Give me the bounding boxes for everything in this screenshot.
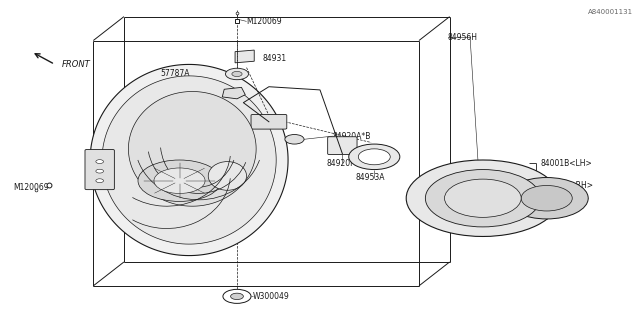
Circle shape: [505, 178, 588, 219]
Circle shape: [521, 186, 572, 211]
Circle shape: [138, 160, 221, 201]
Text: A840001131: A840001131: [588, 9, 633, 15]
Circle shape: [154, 168, 205, 194]
Text: 84920A*A: 84920A*A: [230, 125, 269, 134]
Text: 84920F: 84920F: [326, 159, 355, 168]
Polygon shape: [222, 87, 245, 99]
Text: 84975A: 84975A: [157, 89, 187, 98]
FancyBboxPatch shape: [85, 149, 115, 190]
Polygon shape: [129, 92, 256, 206]
Text: W300049: W300049: [253, 292, 290, 301]
Polygon shape: [102, 76, 276, 244]
Circle shape: [285, 134, 304, 144]
Circle shape: [445, 179, 521, 217]
Text: 57787A: 57787A: [161, 69, 190, 78]
Text: 84920A*B: 84920A*B: [333, 132, 371, 140]
Ellipse shape: [208, 162, 246, 190]
Circle shape: [225, 68, 248, 80]
Circle shape: [96, 179, 104, 183]
Text: 84953A: 84953A: [355, 173, 385, 182]
Circle shape: [426, 170, 540, 227]
Circle shape: [406, 160, 559, 236]
Text: M120069: M120069: [246, 17, 282, 26]
Circle shape: [230, 293, 243, 300]
FancyBboxPatch shape: [328, 137, 357, 155]
Circle shape: [223, 289, 251, 303]
Circle shape: [96, 169, 104, 173]
Text: FRONT: FRONT: [61, 60, 90, 69]
Text: 84001A<RH>: 84001A<RH>: [540, 181, 593, 190]
Text: 84956H: 84956H: [448, 33, 477, 42]
Circle shape: [232, 71, 242, 76]
Polygon shape: [90, 64, 288, 256]
Circle shape: [358, 149, 390, 165]
Text: 84001B<LH>: 84001B<LH>: [540, 159, 592, 168]
Polygon shape: [235, 50, 254, 63]
Circle shape: [349, 144, 400, 170]
Text: M120069: M120069: [13, 183, 49, 192]
FancyBboxPatch shape: [251, 115, 287, 129]
Circle shape: [96, 160, 104, 164]
Text: 84931: 84931: [262, 53, 287, 62]
